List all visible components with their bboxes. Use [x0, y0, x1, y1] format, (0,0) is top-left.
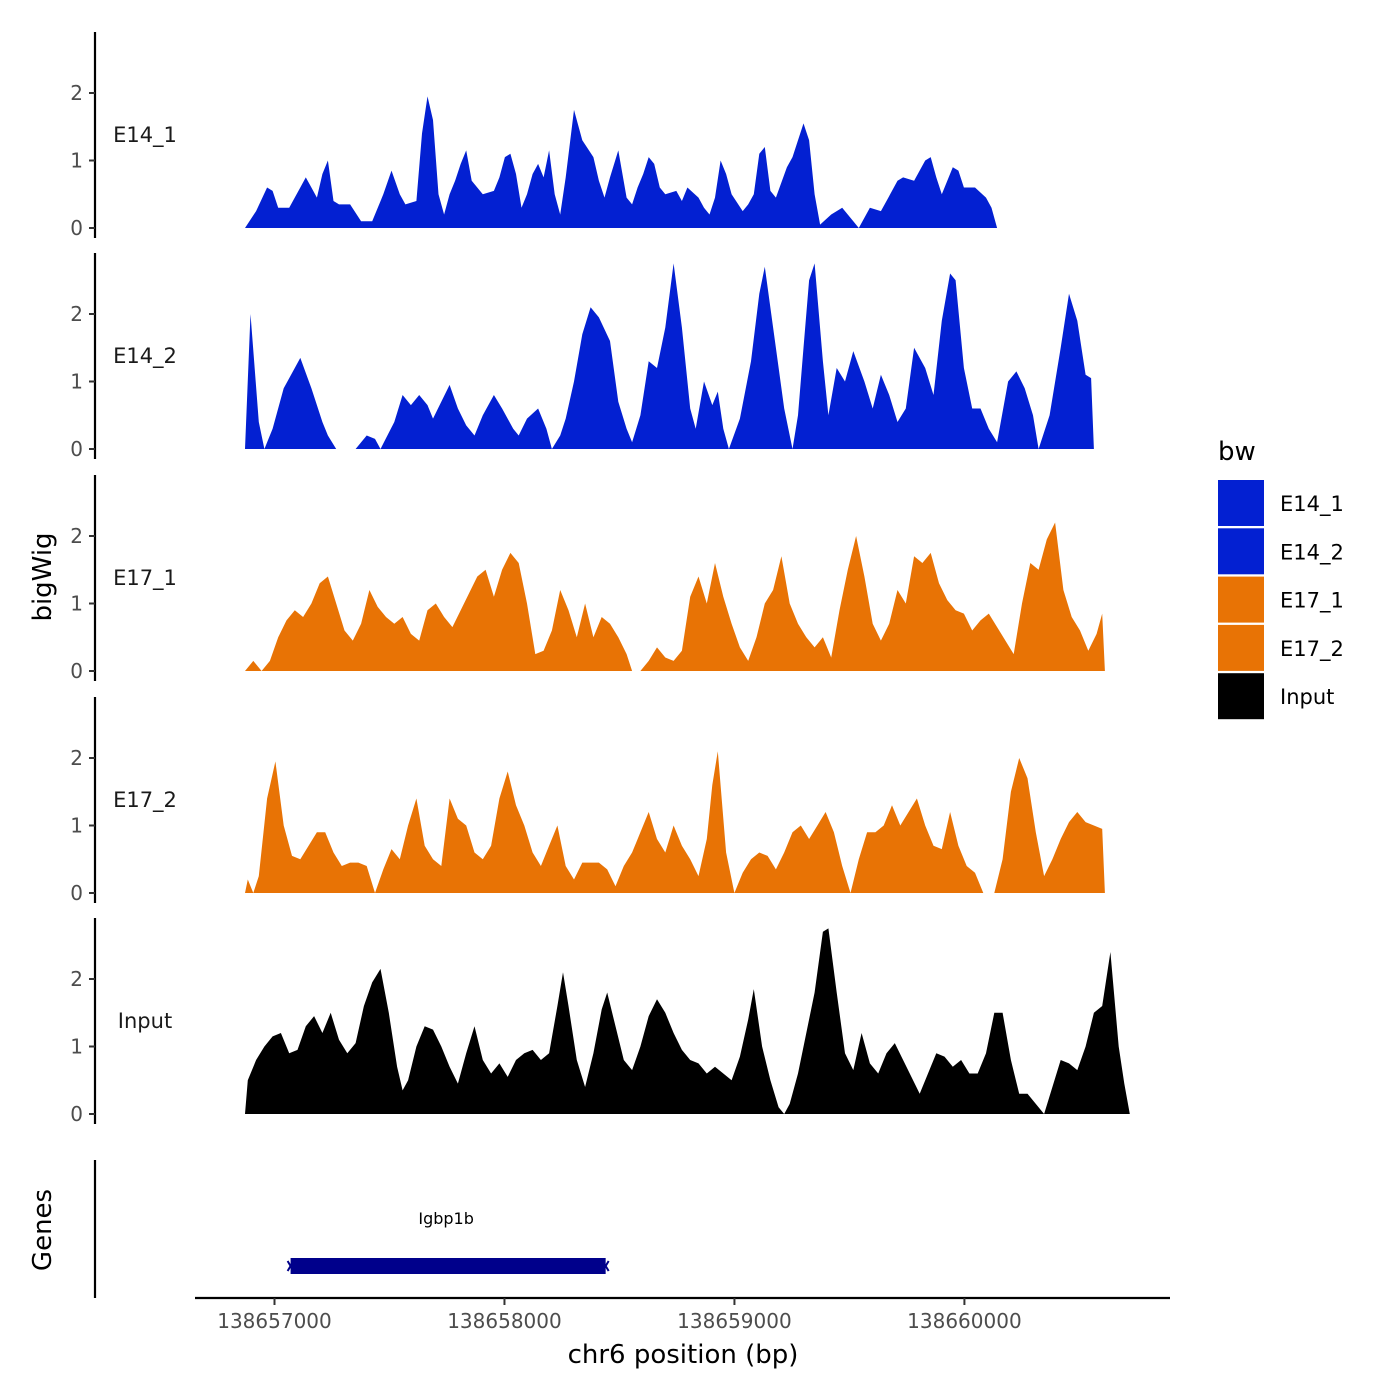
y-tick-label: 0	[70, 1102, 83, 1126]
track-label-E17_2: E17_2	[113, 788, 177, 813]
legend-label: E17_1	[1280, 589, 1344, 614]
gene-body	[290, 1258, 606, 1274]
y-tick-label: 0	[70, 216, 83, 240]
track-Input: 0 1 2 Input	[70, 918, 1130, 1126]
y-tick-label: 0	[70, 659, 83, 683]
y-tick-label: 2	[70, 81, 83, 105]
gene-start-mark	[286, 1260, 295, 1272]
track-E17_1: 0 1 2 E17_1	[70, 475, 1105, 683]
track-label-E14_2: E14_2	[113, 344, 177, 369]
signal-area-E17_1	[245, 522, 1105, 671]
y-tick-label: 2	[70, 302, 83, 326]
signal-area-E14_2	[245, 263, 1094, 449]
x-tick-label: 138659000	[677, 1309, 792, 1333]
y-tick-label: 2	[70, 524, 83, 548]
legend-item-E17_1: E17_1	[1218, 576, 1344, 623]
legend-swatch	[1218, 528, 1264, 575]
gene-label: Igbp1b	[418, 1209, 474, 1228]
track-E14_2: 0 1 2 E14_2	[70, 253, 1094, 461]
legend-swatch	[1218, 624, 1264, 671]
track-label-E14_1: E14_1	[113, 123, 177, 148]
legend-swatch	[1218, 480, 1264, 526]
legend-item-E14_2: E14_2	[1218, 528, 1344, 575]
legend-swatch	[1218, 673, 1264, 720]
y-tick-label: 2	[70, 967, 83, 991]
track-E14_1: 0 1 2 E14_1	[70, 32, 998, 240]
tracks-layer: 0 1 2 E14_1 0 1 2 E14_2 0 1 2 E17_1 0 1 2 E17_2 0 1 2 Input	[70, 32, 1130, 1126]
legend: bw E14_1 E14_2 E17_1 E17_2 Input	[1218, 437, 1344, 720]
legend-item-E17_2: E17_2	[1218, 624, 1344, 671]
y-tick-label: 1	[70, 592, 83, 616]
gene-end-mark	[601, 1260, 610, 1272]
legend-label: E14_2	[1280, 540, 1344, 565]
y-tick-label: 1	[70, 370, 83, 394]
y-tick-label: 0	[70, 881, 83, 905]
genes-axis-title: Genes	[28, 1189, 58, 1271]
track-label-Input: Input	[118, 1009, 172, 1033]
legend-item-E14_1: E14_1	[1218, 480, 1344, 526]
x-tick-label: 138657000	[217, 1309, 332, 1333]
gene-Igbp1b: Igbp1b	[286, 1209, 610, 1274]
y-tick-label: 1	[70, 149, 83, 173]
y-tick-label: 2	[70, 746, 83, 770]
signal-area-E17_2	[245, 751, 1105, 893]
legend-item-Input: Input	[1218, 673, 1334, 720]
y-tick-label: 0	[70, 437, 83, 461]
x-tick-label: 138660000	[907, 1309, 1022, 1333]
track-label-E17_1: E17_1	[113, 566, 177, 591]
x-tick-label: 138658000	[447, 1309, 562, 1333]
legend-title: bw	[1218, 437, 1256, 467]
signal-area-Input	[245, 928, 1130, 1114]
y-tick-label: 1	[70, 814, 83, 838]
legend-swatch	[1218, 576, 1264, 623]
y-axis-title: bigWig	[28, 532, 58, 621]
signal-area-E14_1	[245, 96, 998, 229]
x-axis: 138657000 138658000 138659000 138660000	[195, 1296, 1170, 1333]
genes-panel: Igbp1b	[93, 1160, 610, 1298]
legend-label: Input	[1280, 685, 1334, 709]
legend-label: E14_1	[1280, 492, 1344, 517]
track-E17_2: 0 1 2 E17_2	[70, 697, 1105, 905]
y-tick-label: 1	[70, 1035, 83, 1059]
legend-label: E17_2	[1280, 637, 1344, 662]
x-axis-title: chr6 position (bp)	[568, 1340, 799, 1370]
